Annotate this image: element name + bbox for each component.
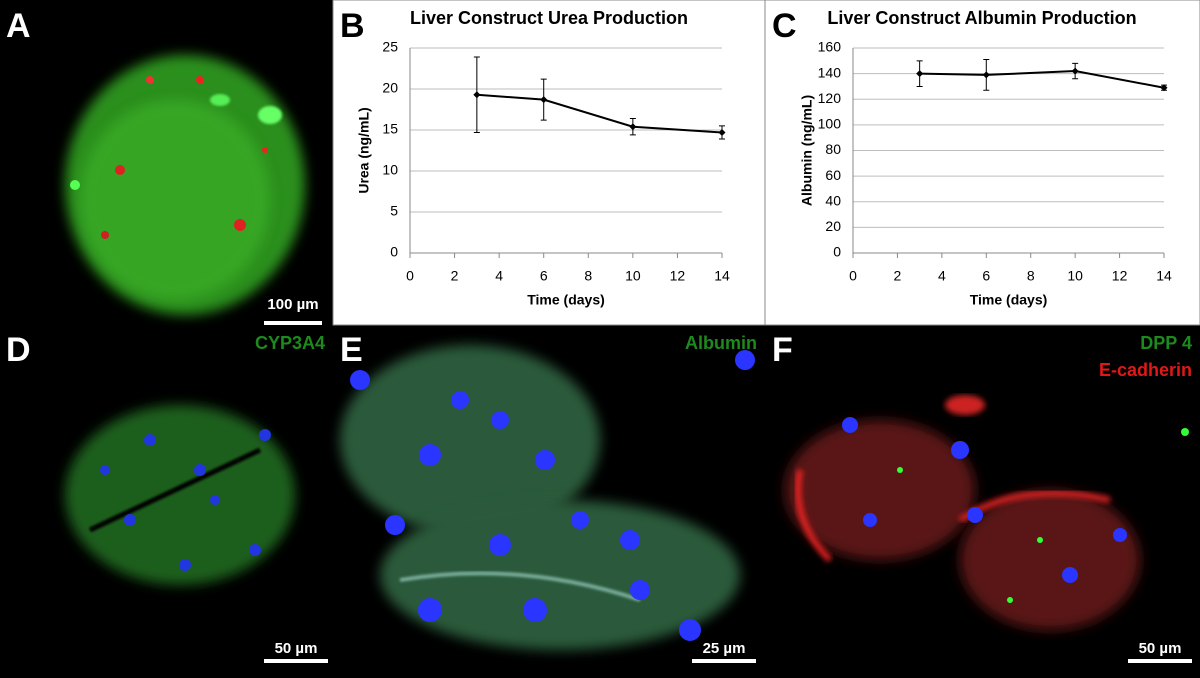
panel-label: B [340,7,365,45]
x-tick-label: 12 [670,268,686,284]
y-tick-label: 20 [382,80,398,96]
x-tick-label: 0 [406,268,414,284]
y-tick-label: 0 [833,244,841,260]
chart-title: Liver Construct Urea Production [410,8,688,28]
y-tick-label: 25 [382,39,398,55]
stain-label: CYP3A4 [255,333,325,353]
y-tick-label: 80 [825,141,841,157]
y-tick-label: 120 [818,90,842,106]
scale-bar [264,321,322,325]
x-tick-label: 2 [894,268,902,284]
data-point [629,123,637,131]
panel-label: F [772,331,793,369]
y-tick-label: 0 [390,244,398,260]
data-point [982,71,990,79]
micrograph-e [340,345,755,650]
scale-bar-label: 25 µm [703,640,746,657]
data-line [919,70,1165,89]
chart-frame [332,0,766,326]
scale-bar-label: 50 µm [1139,640,1182,657]
x-tick-label: 2 [451,268,459,284]
y-tick-label: 5 [390,203,398,219]
stain-label: E-cadherin [1099,360,1192,380]
panel-label: A [6,7,31,45]
y-axis-title: Urea (ng/mL) [356,107,372,193]
stain-label: Albumin [685,333,757,353]
x-tick-label: 6 [982,268,990,284]
x-tick-label: 14 [1156,268,1172,284]
x-axis-title: Time (days) [527,292,605,308]
x-tick-label: 12 [1112,268,1128,284]
scale-bar [1128,659,1192,663]
micrograph-a [65,55,305,315]
data-point [1071,67,1079,75]
micrograph-f [785,395,1189,630]
data-point [718,128,726,136]
x-tick-label: 10 [625,268,641,284]
y-tick-label: 60 [825,167,841,183]
x-tick-label: 0 [849,268,857,284]
data-point [1160,84,1168,92]
data-point [473,91,481,99]
x-axis-title: Time (days) [970,292,1048,308]
scale-bar [264,659,328,663]
panel-label: D [6,331,31,369]
micrograph-d [65,405,295,585]
y-tick-label: 140 [818,64,842,80]
data-point [916,70,924,78]
chart-frame [764,0,1200,326]
x-tick-label: 4 [938,268,946,284]
stain-label: DPP 4 [1140,333,1192,353]
x-tick-label: 6 [540,268,548,284]
x-tick-label: 14 [714,268,730,284]
x-tick-label: 8 [584,268,592,284]
x-tick-label: 10 [1067,268,1083,284]
y-tick-label: 160 [818,39,842,55]
chart-title: Liver Construct Albumin Production [827,8,1136,28]
y-tick-label: 10 [382,162,398,178]
panel-label: E [340,331,363,369]
panel-label: C [772,7,797,45]
data-line [476,93,723,134]
y-tick-label: 20 [825,218,841,234]
y-tick-label: 15 [382,121,398,137]
x-tick-label: 8 [1027,268,1035,284]
y-tick-label: 100 [818,116,842,132]
scale-bar-label: 50 µm [275,640,318,657]
y-axis-title: Albumin (ng/mL) [799,95,815,206]
x-tick-label: 4 [495,268,503,284]
y-tick-label: 40 [825,192,841,208]
scale-bar [692,659,756,663]
data-point [540,96,548,104]
scale-bar-label: 100 µm [267,296,318,313]
